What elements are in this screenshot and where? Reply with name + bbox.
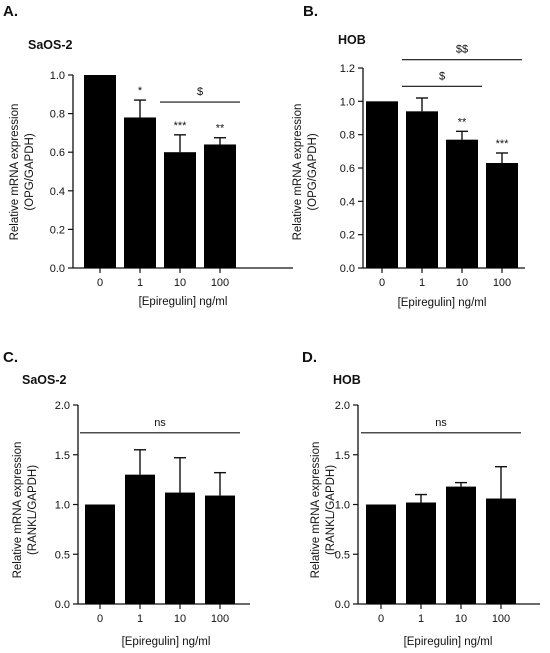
y-tick-label: 0.5 xyxy=(55,549,70,561)
y-tick-label: 1.0 xyxy=(340,96,355,108)
y-axis-label-unit: (RANKL/GAPDH) xyxy=(27,465,39,555)
x-tick-label: 100 xyxy=(492,613,510,625)
significance-mark: ** xyxy=(458,116,467,128)
x-tick-label: 0 xyxy=(97,277,103,289)
panel-letter: B. xyxy=(303,3,318,20)
bracket-label: $ xyxy=(439,70,445,82)
x-axis-label: [Epiregulin] ng/ml xyxy=(404,636,493,648)
y-tick-label: 1.2 xyxy=(340,63,355,75)
bar xyxy=(366,101,398,268)
y-tick-label: 1.0 xyxy=(55,500,70,512)
bar xyxy=(125,474,155,604)
significance-mark: *** xyxy=(496,138,510,150)
y-tick-label: 1.5 xyxy=(55,450,70,462)
y-tick-label: 0.0 xyxy=(335,599,350,611)
x-tick-label: 10 xyxy=(174,277,186,289)
y-tick-label: 1.0 xyxy=(50,70,65,82)
y-tick-label: 1.5 xyxy=(335,450,350,462)
x-axis-label: [Epiregulin] ng/ml xyxy=(139,296,228,308)
bar xyxy=(205,495,235,604)
x-tick-label: 10 xyxy=(174,613,186,625)
x-tick-label: 100 xyxy=(493,277,511,289)
x-axis-label: [Epiregulin] ng/ml xyxy=(122,636,211,648)
cell-line-title: HOB xyxy=(333,373,361,387)
cell-line-title: HOB xyxy=(338,33,366,47)
y-axis-label: Relative mRNA expression xyxy=(12,442,24,579)
significance-mark: ** xyxy=(216,123,225,135)
bar xyxy=(124,117,156,269)
significance-mark: * xyxy=(138,85,143,97)
bar-chart: 0.0 0.2 0.4 0.6 0.8 1.0 0 1 * 10 *** 100 ** $ xyxy=(50,70,293,289)
y-tick-label: 0.8 xyxy=(340,130,355,142)
bar xyxy=(164,152,196,268)
y-tick-label: 0.0 xyxy=(50,263,65,275)
x-tick-label: 0 xyxy=(378,613,384,625)
bar xyxy=(84,75,116,268)
x-tick-label: 10 xyxy=(456,277,468,289)
y-tick-label: 0.6 xyxy=(50,147,65,159)
bar-chart: 0.0 0.5 1.0 1.5 2.0 0 1 10 100 ns xyxy=(55,400,250,625)
bar xyxy=(406,502,436,604)
y-tick-label: 0.8 xyxy=(50,109,65,121)
bar xyxy=(486,163,518,268)
bar xyxy=(204,144,236,268)
y-tick-label: 0.0 xyxy=(340,263,355,275)
bar xyxy=(406,111,438,268)
y-tick-label: 2.0 xyxy=(55,400,70,412)
y-axis-label: Relative mRNA expression xyxy=(292,104,304,241)
x-tick-label: 1 xyxy=(419,277,425,289)
bracket-label: ns xyxy=(154,417,166,429)
cell-line-title: SaOS-2 xyxy=(22,373,67,387)
panel-a: A. SaOS-2 Relative mRNA expression (OPG/… xyxy=(3,3,293,308)
y-tick-label: 0.4 xyxy=(50,186,65,198)
y-tick-label: 0.2 xyxy=(340,230,355,242)
y-axis-label: Relative mRNA expression xyxy=(310,442,322,579)
bar-chart: 0.00.20.40.60.81.01.20 1 10**100***$$$ xyxy=(340,44,525,289)
y-axis-label-unit: (OPG/GAPDH) xyxy=(24,133,36,210)
bracket-label: $ xyxy=(197,86,203,98)
x-tick-label: 1 xyxy=(418,613,424,625)
bar xyxy=(446,486,476,604)
y-tick-label: 0.6 xyxy=(340,163,355,175)
x-tick-label: 1 xyxy=(137,613,143,625)
y-tick-label: 2.0 xyxy=(335,400,350,412)
x-tick-label: 0 xyxy=(379,277,385,289)
panel-letter: C. xyxy=(3,349,18,366)
x-tick-label: 100 xyxy=(211,613,229,625)
y-tick-label: 0.5 xyxy=(335,549,350,561)
y-tick-label: 1.0 xyxy=(335,500,350,512)
y-axis-label: Relative mRNA expression xyxy=(9,104,21,241)
panel-c: C. SaOS-2 Relative mRNA expression (RANK… xyxy=(3,349,250,648)
y-axis-label-unit: (OPG/GAPDH) xyxy=(307,133,319,210)
significance-mark: *** xyxy=(174,120,188,132)
x-tick-label: 10 xyxy=(455,613,467,625)
bracket-label: $$ xyxy=(456,44,468,56)
panel-letter: A. xyxy=(3,3,18,20)
bar xyxy=(446,139,478,268)
bar-chart: 0.0 0.5 1.0 1.5 2.0 0 1 10 100 ns xyxy=(335,400,540,625)
bar xyxy=(85,504,115,604)
bar xyxy=(366,504,396,604)
bracket-label: ns xyxy=(435,417,447,429)
y-tick-label: 0.4 xyxy=(340,196,355,208)
bar xyxy=(486,498,516,604)
x-tick-label: 0 xyxy=(97,613,103,625)
y-tick-label: 0.2 xyxy=(50,224,65,236)
x-tick-label: 1 xyxy=(137,277,143,289)
y-axis-label-unit: (RANKL/GAPDH) xyxy=(325,465,337,555)
x-axis-label: [Epiregulin] ng/ml xyxy=(398,297,487,309)
y-tick-label: 0.0 xyxy=(55,599,70,611)
panel-d: D. HOB Relative mRNA expression (RANKL/G… xyxy=(302,349,540,648)
bar xyxy=(165,492,195,604)
cell-line-title: SaOS-2 xyxy=(28,38,73,52)
x-tick-label: 100 xyxy=(211,277,229,289)
panel-b: B. HOB Relative mRNA expression (OPG/GAP… xyxy=(292,3,525,309)
panel-letter: D. xyxy=(302,349,317,366)
